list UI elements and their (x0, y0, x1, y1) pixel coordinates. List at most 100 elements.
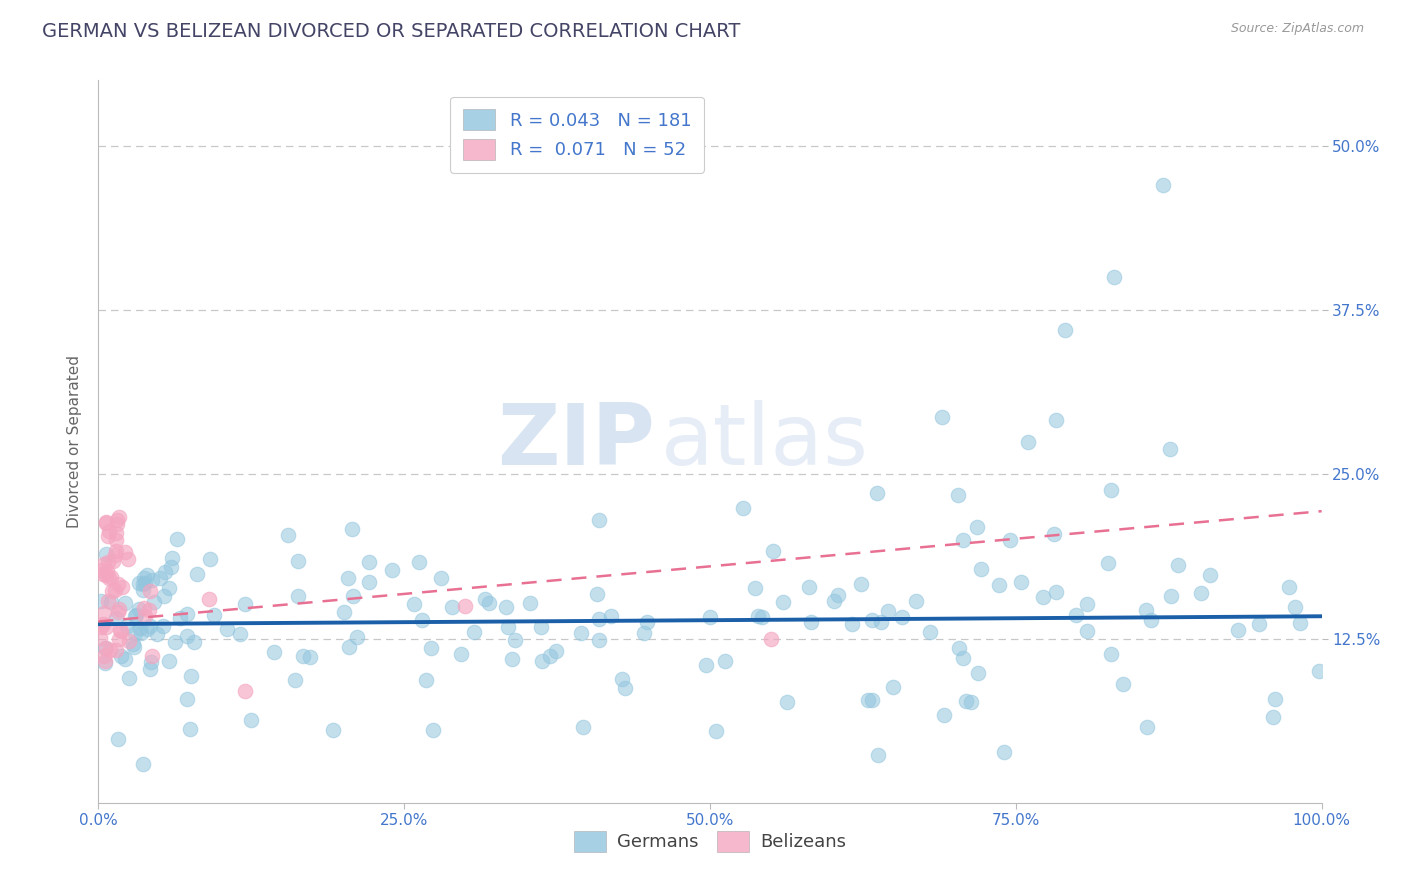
Point (149, 571, 172, 585)
Point (1076, 597, 1098, 611)
Point (1136, 720, 1159, 734)
Point (100, 584, 122, 599)
Point (157, 654, 180, 668)
Point (498, 620, 520, 634)
Point (110, 649, 132, 664)
Point (1284, 599, 1306, 614)
Point (800, 615, 823, 630)
Point (450, 647, 472, 661)
Point (94, 548, 117, 562)
Point (100, 595, 122, 609)
Point (94, 641, 117, 656)
Point (134, 601, 156, 615)
Point (117, 552, 139, 566)
Point (202, 608, 225, 623)
Point (704, 724, 727, 739)
Point (136, 622, 159, 636)
Point (197, 592, 219, 607)
Point (856, 692, 879, 706)
Point (128, 621, 150, 635)
Point (614, 681, 637, 696)
Point (107, 577, 129, 591)
Point (322, 723, 344, 738)
Point (572, 721, 595, 735)
Point (824, 594, 846, 608)
Point (233, 684, 256, 698)
Point (747, 608, 769, 623)
Point (105, 513, 128, 527)
Point (612, 673, 634, 687)
Point (633, 626, 655, 640)
Point (228, 627, 250, 641)
Point (94, 641, 117, 656)
Point (91, 566, 114, 581)
Point (176, 692, 198, 706)
Point (108, 624, 131, 638)
Point (128, 576, 150, 591)
Point (408, 555, 430, 569)
Point (160, 550, 183, 565)
Point (110, 624, 132, 638)
Point (104, 583, 127, 598)
Point (588, 632, 610, 647)
Point (141, 574, 163, 588)
Point (114, 652, 136, 666)
Point (952, 651, 974, 665)
Point (1289, 615, 1312, 630)
Point (138, 619, 160, 633)
Point (495, 599, 517, 614)
Point (239, 713, 262, 727)
Point (122, 637, 145, 651)
Point (89, 631, 111, 645)
Point (90, 594, 112, 608)
Point (97, 528, 120, 542)
Point (342, 590, 364, 604)
Point (108, 601, 131, 615)
Point (860, 613, 883, 627)
Point (1064, 607, 1087, 622)
Point (166, 533, 188, 547)
Point (904, 594, 927, 608)
Point (744, 581, 766, 595)
Point (1017, 435, 1039, 450)
Point (105, 525, 128, 540)
Point (762, 544, 785, 558)
Point (134, 571, 156, 585)
Point (932, 707, 955, 722)
Y-axis label: Divorced or Separated: Divorced or Separated (66, 355, 82, 528)
Point (94, 656, 117, 670)
Point (1076, 624, 1098, 639)
Point (501, 652, 523, 666)
Point (93, 607, 115, 621)
Point (851, 577, 873, 591)
Point (1135, 603, 1157, 617)
Point (284, 673, 307, 687)
Point (108, 510, 131, 524)
Point (118, 633, 141, 648)
Point (101, 554, 124, 568)
Point (530, 654, 553, 668)
Point (430, 571, 453, 585)
Point (118, 671, 141, 685)
Point (877, 604, 900, 618)
Point (1226, 623, 1249, 637)
Point (1160, 589, 1182, 603)
Point (586, 586, 609, 600)
Point (503, 632, 526, 647)
Point (841, 617, 863, 632)
Point (714, 654, 737, 668)
Point (104, 643, 127, 657)
Point (152, 618, 174, 632)
Point (827, 588, 849, 602)
Point (731, 500, 754, 515)
Point (128, 601, 150, 615)
Point (1045, 413, 1067, 427)
Point (1167, 558, 1189, 572)
Point (1261, 710, 1284, 724)
Point (131, 626, 153, 640)
Point (695, 658, 717, 673)
Point (132, 576, 155, 591)
Point (176, 629, 198, 643)
Point (138, 602, 160, 616)
Point (105, 611, 128, 625)
